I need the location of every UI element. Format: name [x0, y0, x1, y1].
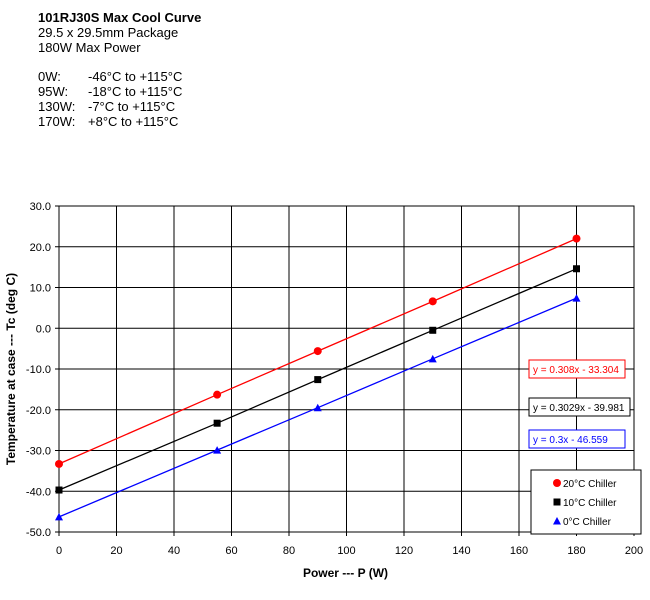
spec-power: 170W:	[38, 114, 76, 129]
data-point	[428, 354, 437, 363]
y-tick-label: -40.0	[26, 486, 51, 498]
legend-label: 0°C Chiller	[563, 517, 612, 528]
y-tick-label: -20.0	[26, 405, 51, 417]
trendline-equation: y = 0.3x - 46.559	[533, 435, 608, 446]
chart-header: 101RJ30S Max Cool Curve 29.5 x 29.5mm Pa…	[38, 10, 201, 129]
y-tick-label: 10.0	[30, 283, 51, 295]
trendline-equation: y = 0.3029x - 39.981	[533, 403, 625, 414]
data-point	[573, 265, 580, 273]
trendline-equation: y = 0.308x - 33.304	[533, 365, 619, 376]
x-tick-label: 100	[337, 545, 355, 557]
legend-box	[530, 469, 642, 535]
y-tick-label: -50.0	[26, 527, 51, 539]
spec-row: 95W: -18°C to +115°C	[38, 84, 201, 99]
x-tick-label: 200	[625, 545, 643, 557]
y-tick-label: 20.0	[30, 242, 51, 254]
legend-marker	[553, 517, 561, 525]
x-tick-label: 140	[452, 545, 470, 557]
max-power: 180W Max Power	[38, 40, 141, 55]
x-tick-label: 160	[510, 545, 528, 557]
y-tick-label: -30.0	[26, 446, 51, 458]
legend-marker	[553, 479, 561, 487]
data-point	[55, 486, 63, 494]
spec-row: 130W: -7°C to +115°C	[38, 99, 201, 114]
spec-range: -46°C to +115°C	[88, 69, 183, 84]
legend-label: 20°C Chiller	[563, 479, 617, 490]
y-tick-label: -10.0	[26, 364, 51, 376]
data-point	[314, 376, 322, 384]
spec-row: 170W: +8°C to +115°C	[38, 114, 201, 129]
data-point	[572, 234, 581, 243]
spec-row: 0W: -46°C to +115°C	[38, 69, 201, 84]
data-point	[55, 512, 63, 521]
data-point	[313, 347, 322, 356]
spec-power: 95W:	[38, 84, 69, 99]
spec-range: -7°C to +115°C	[88, 99, 176, 114]
trendline-box	[528, 359, 626, 379]
data-point	[572, 294, 581, 302]
x-tick-label: 20	[110, 545, 122, 557]
chart-title: 101RJ30S Max Cool Curve	[38, 10, 202, 25]
x-tick-label: 120	[395, 545, 413, 557]
data-point	[429, 326, 437, 334]
legend-label: 10°C Chiller	[563, 498, 617, 509]
x-tick-label: 0	[56, 545, 62, 557]
x-tick-label: 180	[567, 545, 585, 557]
y-tick-label: 0.0	[36, 323, 51, 335]
legend-marker	[553, 498, 561, 506]
data-point	[213, 446, 222, 454]
data-point	[313, 403, 322, 412]
y-tick-label: 30.0	[30, 201, 51, 213]
data-point	[428, 297, 437, 306]
x-tick-label: 60	[225, 545, 237, 557]
data-point	[213, 390, 222, 399]
y-axis-title: Temperature at case --- Tc (deg C)	[4, 273, 18, 465]
spec-power: 130W:	[38, 99, 76, 114]
spec-range: +8°C to +115°C	[88, 114, 179, 129]
data-point	[213, 419, 221, 427]
x-tick-label: 40	[168, 545, 180, 557]
trendline-box	[528, 429, 626, 449]
trendline-box	[528, 397, 631, 417]
package-size: 29.5 x 29.5mm Package	[38, 25, 179, 40]
data-point	[55, 459, 63, 468]
spec-power: 0W:	[38, 69, 61, 84]
x-axis-title: Power --- P (W)	[303, 566, 388, 580]
x-tick-label: 80	[283, 545, 295, 557]
spec-range: -18°C to +115°C	[88, 84, 183, 99]
